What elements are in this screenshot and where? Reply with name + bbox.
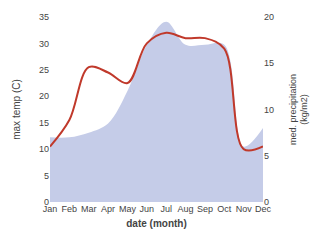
svg-text:Jan: Jan — [43, 204, 58, 214]
svg-text:med. precipitation(kg/m2): med. precipitation(kg/m2) — [288, 74, 310, 145]
svg-text:Mar: Mar — [81, 204, 97, 214]
svg-text:Jun: Jun — [140, 204, 155, 214]
svg-text:25: 25 — [39, 65, 49, 75]
svg-text:30: 30 — [39, 39, 49, 49]
svg-text:15: 15 — [39, 118, 49, 128]
svg-text:35: 35 — [39, 12, 49, 22]
svg-text:10: 10 — [264, 105, 274, 115]
svg-text:Apr: Apr — [101, 204, 115, 214]
svg-text:15: 15 — [264, 58, 274, 68]
svg-text:0: 0 — [264, 197, 269, 207]
svg-text:Feb: Feb — [62, 204, 78, 214]
svg-text:max temp (C): max temp (C) — [11, 79, 22, 140]
svg-text:20: 20 — [264, 12, 274, 22]
svg-text:Jul: Jul — [160, 204, 172, 214]
svg-text:10: 10 — [39, 144, 49, 154]
svg-text:5: 5 — [44, 171, 49, 181]
svg-text:Nov: Nov — [236, 204, 253, 214]
svg-text:20: 20 — [39, 91, 49, 101]
svg-text:0: 0 — [44, 197, 49, 207]
svg-text:Oct: Oct — [217, 204, 232, 214]
svg-text:date (month): date (month) — [126, 218, 187, 229]
svg-text:Sep: Sep — [197, 204, 213, 214]
svg-text:Aug: Aug — [178, 204, 194, 214]
svg-text:May: May — [119, 204, 137, 214]
svg-text:5: 5 — [264, 151, 269, 161]
svg-text:Dec: Dec — [255, 204, 272, 214]
